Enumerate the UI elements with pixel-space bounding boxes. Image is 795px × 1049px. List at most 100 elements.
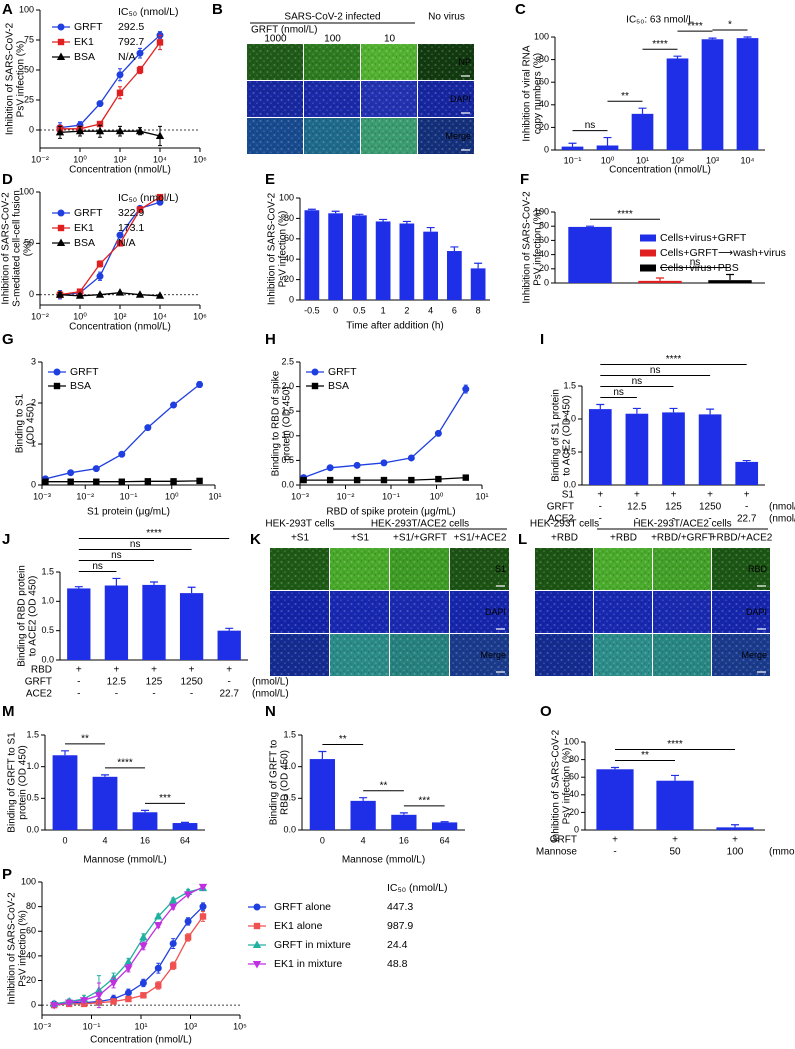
error-bar (638, 107, 647, 114)
row-label: RBD (748, 564, 768, 574)
micrograph-texture (450, 548, 509, 590)
panel-label: G (2, 331, 14, 348)
condition-cell: 100 (727, 847, 744, 858)
data-point (196, 477, 203, 485)
legend-value: N/A (118, 237, 136, 249)
data-point (95, 290, 105, 298)
legend-value: 292.5 (118, 21, 144, 33)
error-bar (331, 210, 340, 214)
bar (625, 413, 649, 485)
legend-label: Cells+virus+GRFT (660, 232, 747, 244)
condition-cell: + (732, 835, 738, 846)
panel-label: L (518, 531, 527, 548)
error-bar (74, 586, 83, 589)
data-point (154, 922, 163, 930)
condition-name: RBD (31, 665, 52, 676)
bar (52, 755, 78, 830)
data-point (434, 429, 442, 437)
significance-label: **** (667, 739, 683, 750)
data-point (139, 979, 147, 987)
condition-name: ACE2 (548, 514, 575, 525)
bar (92, 776, 118, 830)
error-bar (440, 821, 449, 823)
error-bar (359, 797, 368, 801)
bar (391, 814, 417, 830)
error-bar (181, 821, 189, 824)
significance-label: ** (81, 733, 89, 744)
condition-name: ACE2 (26, 689, 53, 700)
x-tick-label: 16 (140, 835, 150, 845)
y-tick-label: 1.0 (26, 761, 39, 771)
micrograph-texture (361, 44, 417, 80)
y-tick-label: 100 (19, 186, 34, 196)
y-tick-label: 60 (539, 77, 549, 87)
row-label: Merge (445, 131, 471, 141)
x-tick-label: 10⁶ (193, 311, 207, 321)
error-bar (673, 55, 682, 59)
micrograph-texture (330, 548, 389, 590)
micrograph-texture (653, 634, 711, 676)
y-tick-label: 0.0 (26, 824, 39, 834)
error-bar (426, 226, 435, 232)
x-tick-label: 10¹ (134, 1021, 147, 1031)
legend-value: 987.9 (387, 920, 413, 932)
x-tick-label: 10⁻¹ (120, 491, 138, 501)
x-tick-label: 10⁻¹ (564, 155, 582, 165)
legend-label: EK1 alone (274, 920, 323, 932)
micrograph-texture (390, 634, 449, 676)
error-bar (150, 581, 158, 585)
data-point (408, 476, 415, 484)
significance-label: ** (339, 734, 347, 745)
error-bar (742, 459, 751, 462)
condition-cell: + (113, 665, 119, 676)
y-tick-label: 80 (284, 213, 294, 223)
y-tick-label: 80 (26, 901, 36, 911)
x-tick-label: 10⁻² (31, 311, 49, 321)
data-point (136, 49, 144, 57)
significance-label: ns (632, 376, 643, 387)
data-point (198, 883, 208, 892)
y-tick-label: 0 (29, 124, 34, 134)
panel-label: B (212, 1, 223, 18)
data-point (93, 478, 100, 485)
y-axis-label: to ACE2 (OD 450) (28, 576, 39, 657)
legend-label: GRFT (328, 366, 357, 378)
bar (736, 38, 759, 150)
y-tick-label: 40 (26, 950, 36, 960)
y-tick-label: 1.0 (563, 413, 576, 423)
bar (217, 630, 241, 660)
y-axis-label: Inhibition of SARS-CoV-2 (7, 892, 18, 1005)
group-label: HEK-293T cells (265, 519, 334, 530)
condition-cell: 1250 (699, 502, 722, 513)
bar (470, 268, 486, 300)
condition-cell: - (228, 677, 231, 688)
group-label: HEK-293T/ACE2 cells (633, 519, 731, 530)
y-tick-label: 2 (31, 397, 36, 407)
condition-unit: (nmol/L) (252, 677, 289, 688)
x-tick-label: 0.5 (353, 305, 366, 315)
data-point (462, 385, 470, 393)
y-axis-label: protein (OD 450) (282, 386, 293, 460)
y-tick-label: 20 (539, 122, 549, 132)
condition-cell: + (634, 490, 640, 501)
micrograph-texture (361, 81, 417, 117)
condition-cell: + (76, 665, 82, 676)
x-tick-label: 4 (102, 835, 107, 845)
micrograph-texture (450, 634, 509, 676)
x-tick-label: 4 (361, 835, 366, 845)
x-axis-label: Concentration (nmol/L) (90, 1035, 192, 1046)
y-tick-label: 1.0 (283, 761, 296, 771)
condition-cell: - (599, 502, 602, 513)
bar (561, 146, 584, 150)
condition-cell: - (77, 677, 80, 688)
error-bar (632, 407, 641, 414)
x-tick-label: 8 (476, 305, 481, 315)
y-tick-label: 0.0 (281, 479, 294, 489)
legend-label: BSA (74, 51, 95, 63)
x-axis-label: Mannose (mmol/L) (342, 855, 425, 866)
condition-cell: + (189, 665, 195, 676)
legend-label: BSA (328, 380, 349, 392)
data-point (96, 100, 104, 108)
condition-cell: - (190, 689, 193, 700)
error-bar (141, 809, 149, 813)
